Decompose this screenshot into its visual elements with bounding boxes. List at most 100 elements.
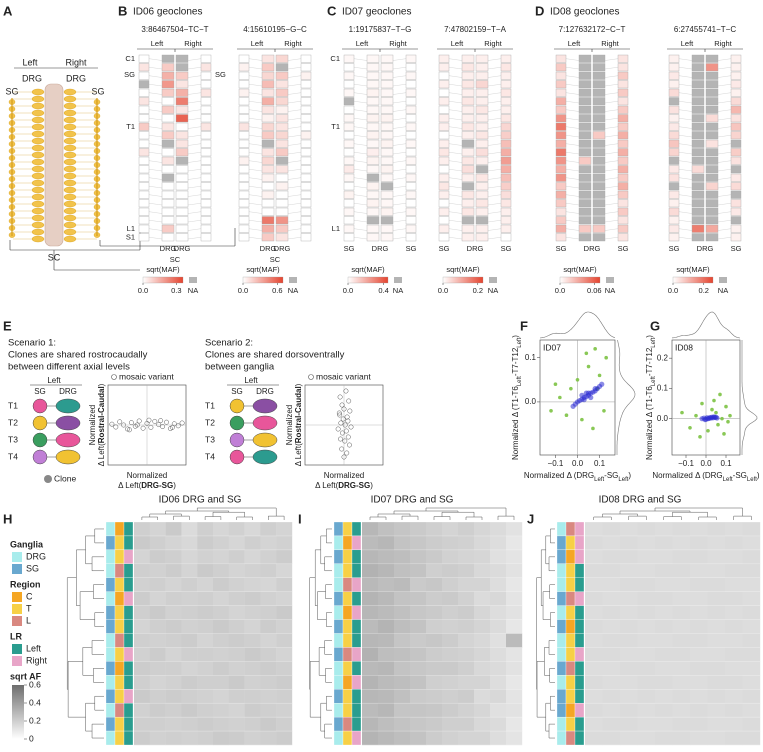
geoclone-cell	[261, 122, 275, 131]
heatmap-cell	[426, 675, 443, 690]
heatmap-cell	[474, 647, 491, 662]
geoclone-cell	[617, 190, 629, 199]
geoclone-cell	[578, 122, 592, 131]
drg-schematic	[55, 415, 81, 431]
heatmap-cell	[585, 549, 603, 565]
heatmap-cell	[149, 633, 166, 648]
annotation-cell	[342, 535, 353, 551]
geoclone-cell	[461, 139, 475, 148]
connector	[287, 84, 302, 87]
heatmap-cell	[637, 522, 656, 537]
geoclone-cell	[161, 224, 175, 233]
geoclone-cell	[138, 199, 150, 208]
point	[694, 413, 698, 418]
geoclone-cell	[138, 148, 150, 157]
heatmap-cell	[378, 731, 395, 746]
heatmap-cell	[426, 647, 443, 662]
point	[148, 424, 154, 430]
heatmap-cell	[228, 703, 245, 718]
annotation-cell	[114, 549, 125, 564]
heatmap-cell	[620, 731, 638, 746]
heatmap-cell	[585, 675, 603, 690]
geoclone-cell	[691, 199, 705, 208]
connector	[678, 118, 693, 121]
connector	[287, 237, 302, 240]
geoclone-cell	[138, 122, 150, 131]
geoclone-cell	[705, 182, 719, 191]
legend-label: mosaic variant	[316, 371, 371, 381]
geoclone-cell	[461, 165, 475, 174]
level-label: L1	[127, 224, 135, 233]
connector	[187, 109, 202, 112]
annotation-cell	[123, 591, 134, 606]
connector	[604, 169, 619, 172]
geoclone-cell	[343, 88, 355, 97]
heatmap-cell	[707, 591, 726, 606]
geoclone-cell	[300, 190, 312, 199]
drg-shape	[63, 116, 77, 124]
geoclone-cell	[668, 54, 680, 63]
heatmap-cell	[655, 549, 673, 565]
annotation-cell	[105, 647, 116, 662]
geoclone-cell	[578, 156, 592, 165]
heatmap-cell	[410, 689, 427, 704]
geoclone-cell	[730, 88, 742, 97]
heatmap-cell	[181, 563, 198, 578]
geoclone-cell	[405, 216, 417, 225]
heatmap-cell	[474, 563, 491, 578]
connector	[392, 143, 407, 146]
geoclone-cell	[261, 88, 275, 97]
heatmap-cell	[490, 647, 507, 662]
geoclone-cell	[691, 224, 705, 233]
connector	[717, 177, 732, 180]
geoclone-cell	[138, 190, 150, 199]
geoclone-cell	[461, 207, 475, 216]
annotation-cell	[342, 605, 353, 620]
connector	[287, 75, 302, 78]
variant-label: 3:86467504−TC−T	[141, 25, 208, 34]
heatmap-cell	[244, 535, 261, 551]
geoclone-cell	[578, 207, 592, 216]
geoclone-cell	[617, 173, 629, 182]
heatmap-cell	[458, 689, 475, 704]
heatmap-cell	[426, 619, 443, 634]
annotation-cell	[351, 535, 362, 551]
heatmap-cell	[165, 605, 182, 620]
heatmap-cell	[442, 591, 459, 606]
geoclone-cell	[261, 233, 275, 242]
geoclone-cell	[578, 173, 592, 182]
label-part: )	[757, 471, 760, 480]
drg-shape	[31, 200, 45, 208]
geoclone-cell	[617, 114, 629, 123]
connector	[487, 84, 502, 87]
annotation-cell	[105, 605, 116, 620]
geoclone-cell	[691, 156, 705, 165]
heatmap-cell	[149, 619, 166, 634]
annotation-cell	[351, 521, 362, 537]
heatmap-cell	[394, 619, 411, 634]
drg-shape	[63, 193, 77, 201]
heatmap-cell	[197, 535, 214, 551]
connector	[448, 237, 463, 240]
heatmap-cell	[602, 731, 621, 746]
geoclone-cell	[691, 80, 705, 89]
heatmap-cell	[181, 647, 198, 662]
panel-title: ID08 DRG and SG	[599, 495, 682, 506]
connector	[148, 75, 163, 78]
annotation-cell	[105, 521, 116, 537]
geoclone-cell	[161, 105, 175, 114]
geoclone-cell	[343, 80, 355, 89]
geoclone-cell	[555, 88, 567, 97]
heatmap-cell	[490, 605, 507, 620]
geoclone-cell	[380, 216, 394, 225]
connector	[717, 118, 732, 121]
colorbar-title: sqrt(MAF)	[351, 265, 385, 274]
heatmap-cell	[181, 619, 198, 634]
label: SG	[231, 387, 243, 396]
label-part: -T7-T12	[511, 347, 520, 376]
geoclone-cell	[500, 173, 512, 182]
point	[602, 408, 606, 413]
geoclone-cell	[691, 122, 705, 131]
point	[152, 418, 158, 424]
annotation-cell	[123, 689, 134, 704]
